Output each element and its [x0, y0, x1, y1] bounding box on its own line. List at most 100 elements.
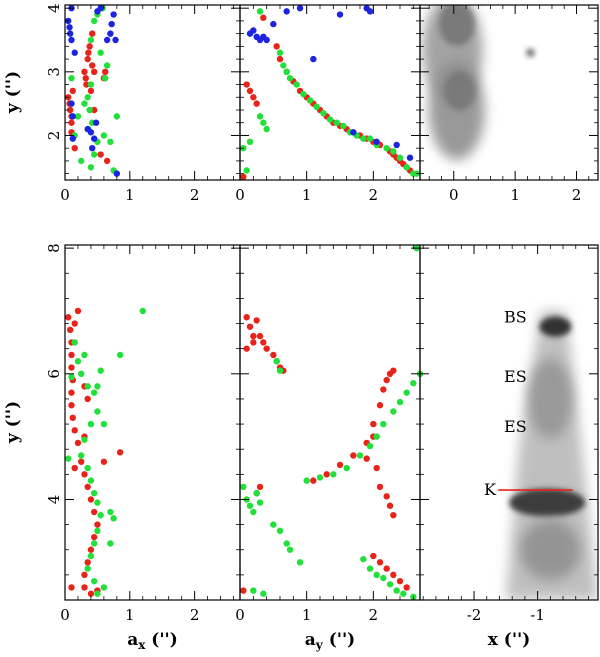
data-point-blue — [103, 36, 111, 44]
x-tick-label: 1 — [510, 186, 520, 204]
data-point-green — [300, 90, 307, 98]
data-point-red — [253, 317, 260, 324]
ay-bottom-scatter — [240, 244, 424, 601]
data-point-blue — [69, 135, 76, 142]
data-point-red — [100, 458, 108, 465]
data-point-red — [376, 483, 384, 491]
data-point-green — [296, 559, 304, 566]
data-point-red — [69, 87, 76, 95]
data-point-red — [87, 590, 95, 597]
data-point-green — [250, 587, 257, 594]
data-point-green — [113, 113, 121, 120]
data-point-green — [87, 420, 95, 428]
data-point-red — [81, 68, 88, 76]
data-point-green — [360, 555, 367, 563]
ax-bottom-axes: 0 1 2 4 6 8 ax ('') — [45, 243, 241, 652]
data-point-red — [81, 471, 88, 478]
x-tick-label: 0 — [60, 606, 70, 624]
data-point-green — [71, 339, 78, 346]
data-point-green — [87, 36, 95, 44]
data-point-red — [250, 332, 257, 340]
data-point-green — [256, 499, 264, 506]
data-point-red — [87, 546, 95, 553]
data-point-green — [240, 483, 247, 491]
data-point-blue — [270, 20, 277, 28]
data-point-red — [350, 452, 357, 459]
data-point-blue — [90, 135, 98, 142]
data-point-red — [383, 493, 390, 500]
data-point-green — [97, 511, 104, 519]
data-point-blue — [87, 129, 95, 136]
data-point-green — [366, 135, 374, 142]
axes-frame — [419, 244, 599, 601]
data-point-blue — [89, 144, 96, 152]
data-point-red — [250, 339, 257, 346]
x-tick-label: 2 — [369, 186, 379, 204]
data-point-green — [139, 307, 146, 315]
data-point-red — [78, 458, 85, 465]
x-tick-label: 0 — [235, 606, 245, 624]
annotation-label: BS — [504, 307, 527, 326]
data-point-green — [90, 489, 98, 497]
x-tick-label: 1 — [302, 606, 312, 624]
ax-top-axes: 0 1 2 2 3 4 — [45, 3, 241, 204]
data-point-red — [373, 464, 380, 472]
data-point-red — [68, 402, 75, 409]
data-point-red — [260, 14, 267, 21]
data-point-green — [360, 135, 367, 142]
data-point-green — [90, 577, 98, 585]
data-point-green — [100, 132, 108, 139]
data-point-green — [276, 49, 284, 56]
data-point-green — [107, 540, 114, 547]
data-point-green — [110, 515, 117, 522]
data-point-blue — [310, 55, 317, 63]
data-point-red — [243, 345, 250, 352]
data-point-green — [393, 587, 400, 594]
data-point-red — [103, 157, 111, 165]
data-point-green — [94, 590, 101, 597]
data-point-green — [256, 113, 264, 120]
ay-top-scatter — [240, 4, 420, 181]
x-tick-label: -2 — [467, 606, 482, 624]
x-tick-label: -1 — [530, 606, 545, 624]
data-point-blue — [406, 154, 414, 161]
data-point-blue — [336, 11, 344, 18]
image-bottom-axes: -2 -1 x ('') — [419, 244, 599, 650]
data-point-red — [363, 455, 370, 462]
data-point-green — [65, 455, 72, 462]
data-point-green — [356, 452, 364, 459]
data-point-red — [68, 119, 75, 126]
data-point-red — [97, 151, 104, 158]
data-point-green — [84, 94, 91, 101]
annotation-label: K — [484, 480, 497, 499]
data-point-green — [316, 474, 324, 481]
data-point-green — [390, 408, 397, 415]
data-point-green — [90, 389, 98, 396]
data-point-blue — [373, 138, 380, 146]
data-point-red — [240, 173, 247, 181]
data-point-red — [90, 508, 98, 516]
x-tick-label: 2 — [190, 606, 200, 624]
data-point-green — [81, 100, 88, 107]
y-tick-label: 2 — [45, 131, 63, 141]
data-point-red — [383, 565, 390, 572]
data-point-green — [276, 367, 284, 374]
data-point-red — [68, 351, 75, 359]
data-point-green — [74, 113, 82, 120]
data-point-green — [100, 584, 108, 591]
data-point-red — [403, 584, 410, 591]
data-point-blue — [92, 119, 100, 126]
data-point-green — [78, 370, 85, 378]
data-point-red — [390, 511, 397, 519]
data-point-red — [376, 559, 384, 566]
data-point-green — [403, 389, 410, 396]
data-point-green — [84, 464, 91, 472]
data-point-green — [330, 471, 337, 478]
data-point-green — [373, 433, 380, 440]
data-point-red — [270, 351, 277, 359]
data-point-red — [383, 376, 390, 384]
data-point-red — [246, 87, 254, 95]
data-point-red — [82, 74, 89, 82]
data-point-red — [94, 521, 101, 528]
data-point-blue — [283, 8, 290, 15]
